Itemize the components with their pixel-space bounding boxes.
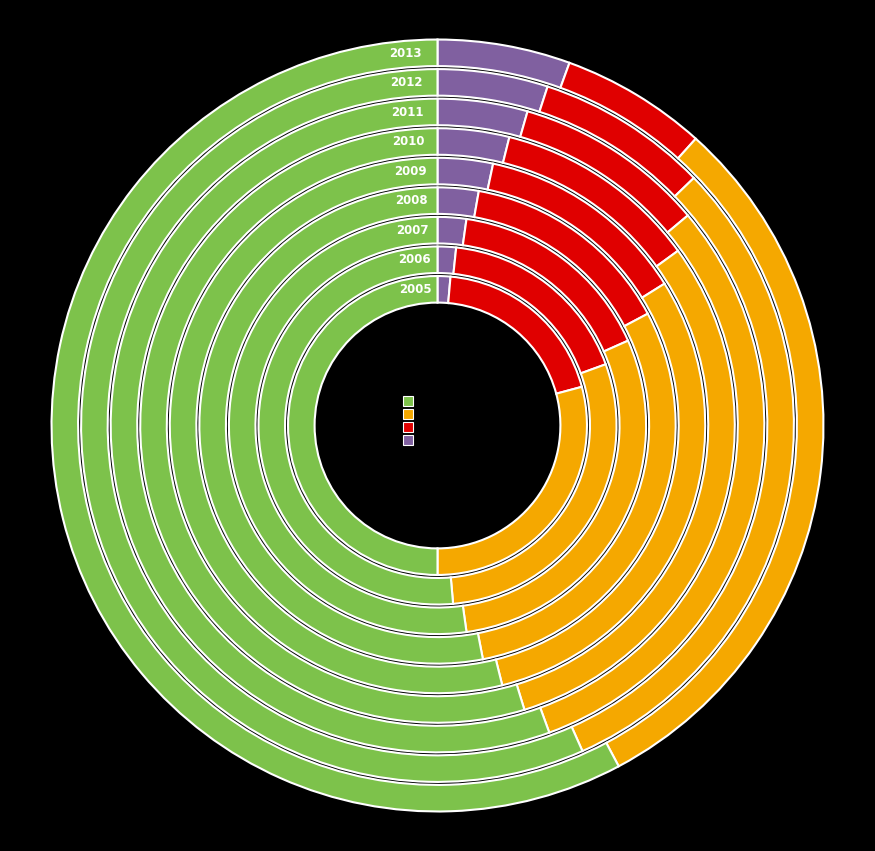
- Wedge shape: [516, 251, 735, 710]
- Wedge shape: [438, 99, 528, 137]
- Wedge shape: [229, 217, 466, 634]
- Bar: [403, 396, 413, 406]
- Wedge shape: [540, 215, 765, 733]
- Wedge shape: [474, 191, 648, 326]
- Wedge shape: [438, 69, 548, 111]
- Wedge shape: [438, 39, 570, 88]
- Text: 2005: 2005: [399, 283, 431, 296]
- Wedge shape: [463, 340, 646, 632]
- Wedge shape: [438, 276, 451, 303]
- Wedge shape: [496, 283, 705, 685]
- Wedge shape: [453, 248, 606, 374]
- Wedge shape: [448, 277, 582, 394]
- Wedge shape: [288, 276, 438, 575]
- Wedge shape: [200, 187, 483, 664]
- Wedge shape: [560, 63, 696, 158]
- Wedge shape: [258, 247, 453, 604]
- Text: 2006: 2006: [397, 254, 430, 266]
- Text: 2013: 2013: [388, 47, 421, 60]
- Text: 2012: 2012: [390, 77, 423, 89]
- Wedge shape: [478, 314, 676, 660]
- Wedge shape: [487, 163, 664, 298]
- Text: 2009: 2009: [394, 165, 426, 178]
- Wedge shape: [451, 364, 617, 604]
- Bar: [403, 422, 413, 432]
- Wedge shape: [438, 217, 466, 245]
- Wedge shape: [438, 157, 493, 190]
- Text: 2007: 2007: [396, 224, 429, 237]
- Wedge shape: [463, 219, 628, 351]
- Wedge shape: [539, 87, 694, 197]
- Bar: [403, 408, 413, 419]
- Wedge shape: [110, 99, 550, 752]
- Text: 2008: 2008: [396, 194, 428, 208]
- Wedge shape: [170, 157, 502, 694]
- Wedge shape: [438, 129, 509, 163]
- Wedge shape: [503, 137, 678, 266]
- Wedge shape: [521, 111, 688, 232]
- Wedge shape: [438, 247, 456, 274]
- Wedge shape: [571, 178, 794, 751]
- Wedge shape: [81, 69, 583, 782]
- Text: 2011: 2011: [391, 106, 424, 119]
- Text: 2010: 2010: [393, 135, 425, 148]
- Wedge shape: [52, 39, 619, 812]
- Wedge shape: [606, 139, 823, 766]
- Wedge shape: [438, 187, 479, 217]
- Bar: [403, 436, 413, 445]
- Wedge shape: [140, 129, 524, 722]
- Wedge shape: [438, 387, 587, 575]
